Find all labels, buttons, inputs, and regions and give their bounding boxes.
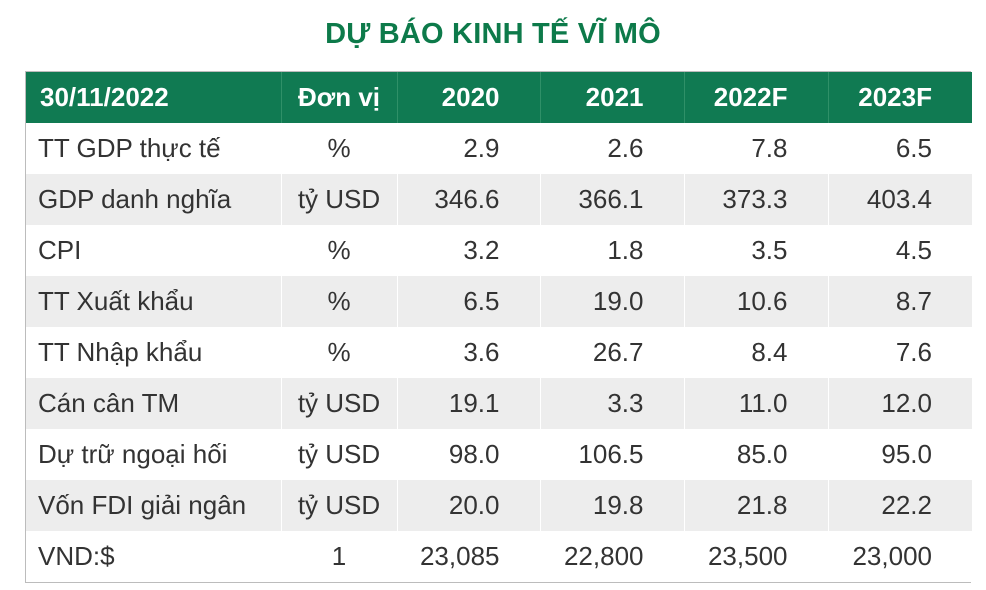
value-2023f: 95.0 <box>828 429 972 480</box>
value-2023f: 12.0 <box>828 378 972 429</box>
row-unit: tỷ USD <box>281 378 398 429</box>
table-row: TT Nhập khẩu % 3.6 26.7 8.4 7.6 <box>26 327 972 378</box>
value-2021: 366.1 <box>540 174 685 225</box>
value-2020: 3.2 <box>397 225 541 276</box>
value-2022f: 10.6 <box>684 276 829 327</box>
row-unit: % <box>281 225 398 276</box>
table-row: Cán cân TM tỷ USD 19.1 3.3 11.0 12.0 <box>26 378 972 429</box>
value-2022f: 11.0 <box>684 378 829 429</box>
value-2021: 19.8 <box>540 480 685 531</box>
value-2022f: 21.8 <box>684 480 829 531</box>
value-2020: 20.0 <box>397 480 541 531</box>
value-2023f: 8.7 <box>828 276 972 327</box>
value-2023f: 7.6 <box>828 327 972 378</box>
row-label: TT GDP thực tế <box>26 123 282 174</box>
value-2021: 3.3 <box>540 378 685 429</box>
page-title: DỰ BÁO KINH TẾ VĨ MÔ <box>325 18 661 50</box>
table-row: CPI % 3.2 1.8 3.5 4.5 <box>26 225 972 276</box>
value-2020: 98.0 <box>397 429 541 480</box>
forecast-table-container: 30/11/2022 Đơn vị 2020 2021 2022F 2023F … <box>25 71 972 583</box>
row-label: Dự trữ ngoại hối <box>26 429 282 480</box>
row-label: Cán cân TM <box>26 378 282 429</box>
value-2020: 6.5 <box>397 276 541 327</box>
header-unit: Đơn vị <box>281 72 398 123</box>
row-label: CPI <box>26 225 282 276</box>
value-2023f: 23,000 <box>828 531 972 582</box>
macro-forecast-table: 30/11/2022 Đơn vị 2020 2021 2022F 2023F … <box>26 72 972 582</box>
value-2020: 2.9 <box>397 123 541 174</box>
value-2022f: 8.4 <box>684 327 829 378</box>
row-unit: 1 <box>281 531 398 582</box>
row-unit: tỷ USD <box>281 429 398 480</box>
table-row: TT Xuất khẩu % 6.5 19.0 10.6 8.7 <box>26 276 972 327</box>
header-2022f: 2022F <box>684 72 829 123</box>
header-2021: 2021 <box>540 72 685 123</box>
row-label: TT Xuất khẩu <box>26 276 282 327</box>
table-row: GDP danh nghĩa tỷ USD 346.6 366.1 373.3 … <box>26 174 972 225</box>
value-2022f: 373.3 <box>684 174 829 225</box>
row-label: TT Nhập khẩu <box>26 327 282 378</box>
value-2023f: 403.4 <box>828 174 972 225</box>
row-unit: tỷ USD <box>281 480 398 531</box>
value-2023f: 6.5 <box>828 123 972 174</box>
value-2021: 22,800 <box>540 531 685 582</box>
header-2020: 2020 <box>397 72 541 123</box>
value-2022f: 7.8 <box>684 123 829 174</box>
value-2021: 2.6 <box>540 123 685 174</box>
row-unit: % <box>281 276 398 327</box>
value-2021: 26.7 <box>540 327 685 378</box>
value-2022f: 23,500 <box>684 531 829 582</box>
table-row: Dự trữ ngoại hối tỷ USD 98.0 106.5 85.0 … <box>26 429 972 480</box>
table-row: TT GDP thực tế % 2.9 2.6 7.8 6.5 <box>26 123 972 174</box>
value-2023f: 22.2 <box>828 480 972 531</box>
table-row: Vốn FDI giải ngân tỷ USD 20.0 19.8 21.8 … <box>26 480 972 531</box>
value-2021: 1.8 <box>540 225 685 276</box>
header-date: 30/11/2022 <box>26 72 282 123</box>
value-2020: 3.6 <box>397 327 541 378</box>
row-label: VND:$ <box>26 531 282 582</box>
value-2023f: 4.5 <box>828 225 972 276</box>
value-2021: 106.5 <box>540 429 685 480</box>
value-2022f: 85.0 <box>684 429 829 480</box>
row-unit: % <box>281 327 398 378</box>
table-header-row: 30/11/2022 Đơn vị 2020 2021 2022F 2023F <box>26 72 972 123</box>
value-2021: 19.0 <box>540 276 685 327</box>
header-2023f: 2023F <box>828 72 972 123</box>
row-unit: tỷ USD <box>281 174 398 225</box>
value-2020: 23,085 <box>397 531 541 582</box>
row-label: Vốn FDI giải ngân <box>26 480 282 531</box>
row-label: GDP danh nghĩa <box>26 174 282 225</box>
table-row: VND:$ 1 23,085 22,800 23,500 23,000 <box>26 531 972 582</box>
value-2020: 346.6 <box>397 174 541 225</box>
value-2022f: 3.5 <box>684 225 829 276</box>
value-2020: 19.1 <box>397 378 541 429</box>
row-unit: % <box>281 123 398 174</box>
